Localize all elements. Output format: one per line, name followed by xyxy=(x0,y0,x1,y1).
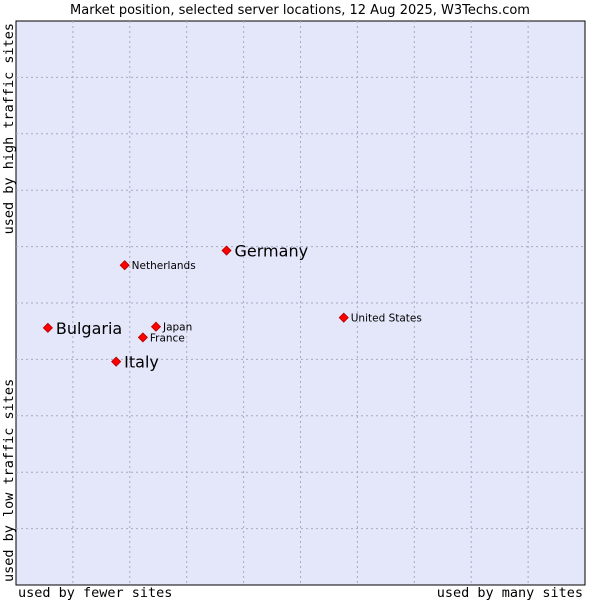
data-point-japan xyxy=(150,321,162,332)
data-label-japan: Japan xyxy=(162,322,192,334)
x-axis-label-right: used by many sites xyxy=(437,585,583,600)
data-label-united-states: United States xyxy=(351,313,422,325)
data-label-bulgaria: Bulgaria xyxy=(56,319,122,338)
data-label-germany: Germany xyxy=(235,242,309,261)
grid-lines xyxy=(16,21,585,585)
data-point-italy xyxy=(111,356,122,367)
data-point-netherlands xyxy=(119,260,130,271)
data-point-france xyxy=(137,332,148,343)
y-axis-label-top: used by high traffic sites xyxy=(1,23,17,234)
data-label-france: France xyxy=(150,332,185,344)
data-point-united-states xyxy=(338,312,349,323)
data-label-netherlands: Netherlands xyxy=(132,260,196,272)
data-point-bulgaria xyxy=(42,322,53,333)
data-point-germany xyxy=(221,245,232,256)
data-label-italy: Italy xyxy=(124,353,159,372)
data-points: Germany Netherlands United States Bulgaria J… xyxy=(42,242,422,372)
x-axis-label-left: used by fewer sites xyxy=(18,585,172,600)
y-axis-label-bottom: used by low traffic sites xyxy=(1,379,17,582)
chart-title: Market position, selected server locatio… xyxy=(70,3,530,18)
